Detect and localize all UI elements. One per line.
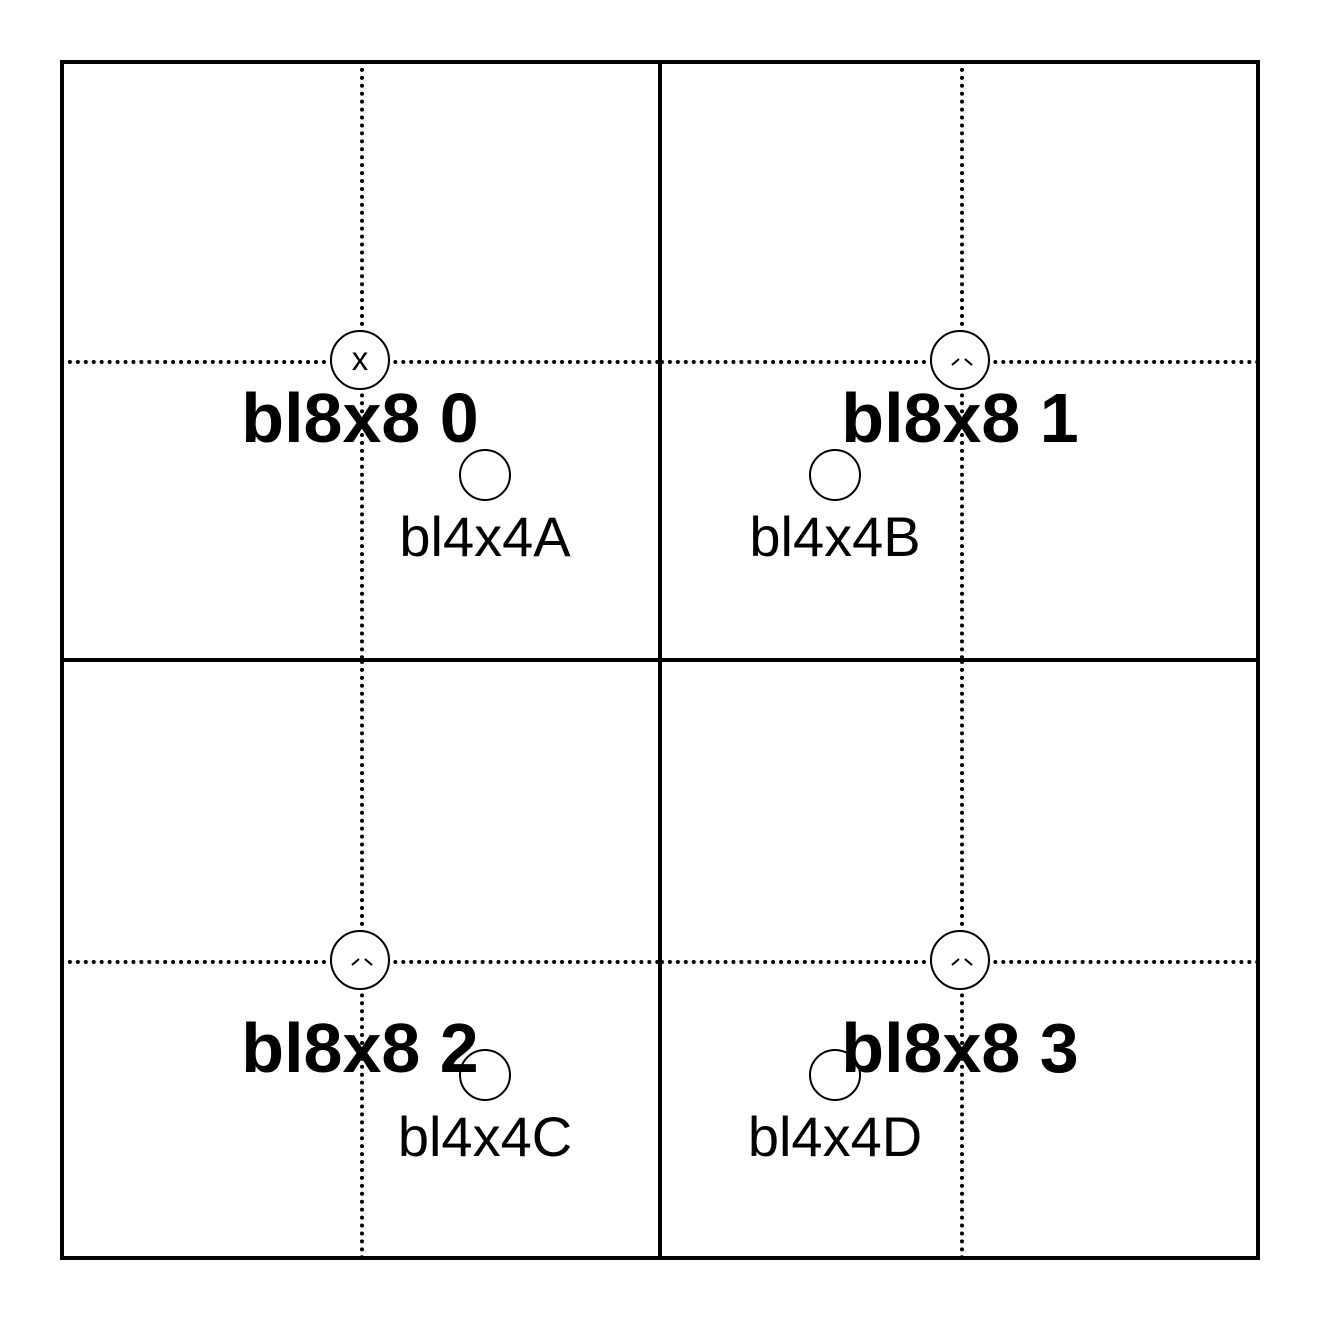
l8x8-0: bl8x8 0 xyxy=(241,383,478,453)
c8x8-0-marker: x xyxy=(352,342,369,375)
l8x8-2: bl8x8 2 xyxy=(241,1013,478,1083)
l4x4-C: bl4x4C xyxy=(398,1109,572,1165)
c8x8-2-marker xyxy=(332,932,392,992)
l8x8-3: bl8x8 3 xyxy=(841,1013,1078,1083)
c8x8-3-marker xyxy=(932,932,992,992)
l4x4-A: bl4x4A xyxy=(399,509,570,565)
c8x8-3 xyxy=(930,930,990,990)
l4x4-D: bl4x4D xyxy=(748,1109,922,1165)
c8x8-2 xyxy=(330,930,390,990)
l4x4-B: bl4x4B xyxy=(749,509,920,565)
mid-vertical xyxy=(658,60,662,1260)
l8x8-1: bl8x8 1 xyxy=(841,383,1078,453)
diagram-stage: x bl8x8 0 bl8x8 1 bl8x8 2 bl8x8 3 bl4x4A bl4x4… xyxy=(0,20,1323,1304)
